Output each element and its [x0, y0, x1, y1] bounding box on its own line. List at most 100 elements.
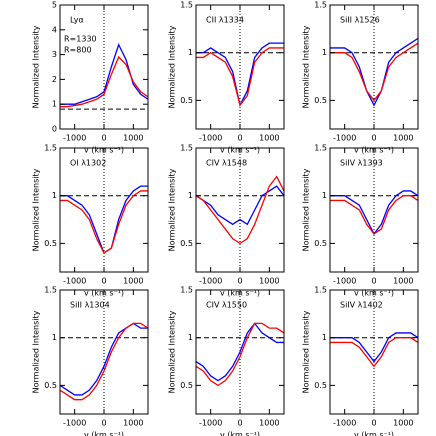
- y-tick-label: 1: [322, 48, 327, 57]
- y-tick-label: 1.5: [180, 286, 193, 295]
- y-axis-label: Normalized Intensity: [302, 310, 311, 393]
- panel-title: SiII λ1526: [340, 16, 380, 25]
- series-line: [330, 332, 419, 363]
- y-tick-label: 0.5: [44, 239, 57, 248]
- x-tick-label: 0: [371, 134, 376, 143]
- y-tick-label: 0.5: [314, 239, 327, 248]
- x-tick-label: 0: [101, 419, 106, 428]
- x-tick-label: 1000: [259, 134, 279, 143]
- y-tick-label: 3: [52, 50, 57, 59]
- x-tick-label: 1000: [259, 419, 279, 428]
- x-tick-label: 1000: [259, 277, 279, 286]
- x-tick-label: -1000: [333, 277, 356, 286]
- y-tick-label: 1.5: [180, 1, 193, 10]
- x-tick-label: 1000: [123, 134, 143, 143]
- y-tick-label: 1: [188, 48, 193, 57]
- y-axis-label: Normalized Intensity: [168, 168, 177, 251]
- panel-title: CII λ1334: [206, 16, 244, 25]
- y-axis-label: Normalized Intensity: [32, 168, 41, 251]
- series-line: [195, 322, 285, 387]
- y-tick-label: 0.5: [314, 381, 327, 390]
- series-line: [330, 42, 419, 102]
- series-line: [330, 337, 419, 368]
- panel-title: SiIV λ1402: [340, 301, 383, 310]
- y-tick-label: 1: [52, 191, 57, 200]
- series-line: [330, 37, 419, 107]
- x-tick-label: -1000: [199, 277, 222, 286]
- y-tick-label: 4: [52, 25, 57, 34]
- y-tick-label: 1: [322, 191, 327, 200]
- legend-entry: R=800: [64, 46, 92, 55]
- series-line: [195, 185, 285, 226]
- panel: -1000 0 1000 0.5 1 1.5 CIV λ1550 v (km s⁻¹) Norm…: [168, 286, 285, 436]
- x-tick-label: -1000: [199, 134, 222, 143]
- y-axis-label: Normalized Intensity: [168, 310, 177, 393]
- series-line: [60, 190, 148, 254]
- y-tick-label: 0.5: [44, 381, 57, 390]
- series-line: [60, 55, 149, 108]
- x-axis-label: v (km s⁻¹): [220, 431, 260, 436]
- y-tick-label: 1: [52, 100, 57, 109]
- y-tick-label: 1.5: [44, 286, 57, 295]
- series-line: [196, 47, 284, 107]
- x-tick-label: 1000: [393, 277, 413, 286]
- x-tick-label: 0: [237, 134, 242, 143]
- x-tick-label: -1000: [333, 419, 356, 428]
- series-line: [60, 42, 149, 105]
- series-line: [330, 195, 419, 235]
- y-tick-label: 0: [52, 125, 57, 134]
- panel-title: CIV λ1548: [206, 159, 247, 168]
- y-tick-label: 1.5: [180, 144, 193, 153]
- x-tick-label: 1000: [123, 419, 143, 428]
- x-tick-label: -1000: [63, 134, 86, 143]
- panel: -1000 0 1000 0.5 1 1.5 SiII λ1304 v (km s⁻¹) Nor…: [32, 286, 149, 436]
- x-tick-label: 0: [101, 277, 106, 286]
- y-axis-label: Normalized Intensity: [32, 310, 41, 393]
- y-tick-label: 1: [188, 333, 193, 342]
- series-line: [195, 322, 284, 382]
- y-tick-label: 0.5: [314, 96, 327, 105]
- panel-title: Lyα: [70, 16, 84, 25]
- series-line: [195, 175, 285, 245]
- series-line: [59, 322, 149, 401]
- y-axis-label: Normalized Intensity: [32, 25, 41, 108]
- panel-title: SiII λ1304: [70, 301, 110, 310]
- x-tick-label: 0: [371, 419, 376, 428]
- x-tick-label: -1000: [333, 134, 356, 143]
- y-tick-label: 0.5: [180, 381, 193, 390]
- panel-title: CIV λ1550: [206, 301, 247, 310]
- y-tick-label: 1: [52, 333, 57, 342]
- y-tick-label: 5: [52, 1, 57, 10]
- x-axis-label: v (km s⁻¹): [84, 431, 124, 436]
- y-axis-label: Normalized Intensity: [302, 25, 311, 108]
- y-tick-label: 1.5: [314, 144, 327, 153]
- panel-title: OI λ1302: [70, 159, 106, 168]
- x-tick-label: 0: [237, 277, 242, 286]
- y-tick-label: 0.5: [180, 96, 193, 105]
- x-tick-label: -1000: [63, 419, 86, 428]
- y-tick-label: 1: [188, 191, 193, 200]
- y-tick-label: 0.5: [180, 239, 193, 248]
- y-tick-label: 1.5: [314, 1, 327, 10]
- x-axis-label: v (km s⁻¹): [354, 431, 394, 436]
- x-tick-label: 1000: [123, 277, 143, 286]
- x-tick-label: 0: [371, 277, 376, 286]
- y-tick-label: 1: [322, 333, 327, 342]
- y-axis-label: Normalized Intensity: [168, 25, 177, 108]
- y-tick-label: 1.5: [314, 286, 327, 295]
- y-tick-label: 2: [52, 75, 57, 84]
- panel-title: SiIV λ1393: [340, 159, 383, 168]
- x-tick-label: 0: [237, 419, 242, 428]
- series-line: [330, 190, 419, 236]
- y-axis-label: Normalized Intensity: [302, 168, 311, 251]
- legend-entry: R=1330: [64, 35, 97, 44]
- x-tick-label: 1000: [393, 419, 413, 428]
